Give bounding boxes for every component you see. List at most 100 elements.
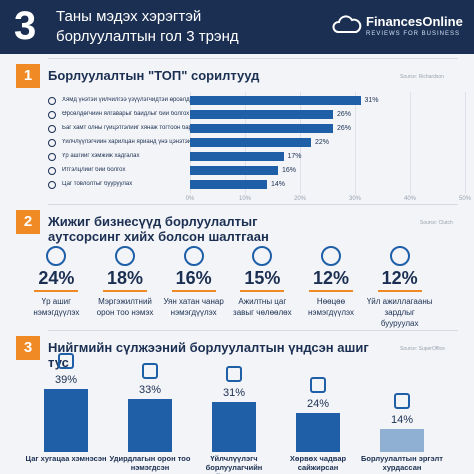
stat-underline	[377, 290, 422, 292]
section-badge: 1	[16, 64, 40, 88]
category-label: Хөрвөх чадвар сайжирсан	[289, 454, 347, 472]
bar	[190, 96, 361, 105]
section-title: Жижиг бизнесүүд борлуулалтыг аутсорсинг …	[48, 214, 269, 244]
stat-value: 16%	[175, 268, 212, 288]
stat-label: Уян хатан чанар нэмэгдүүлэх	[163, 297, 224, 317]
source: Source: SuperOffice	[400, 346, 445, 352]
category-label: Үйлчлүүлэгч борлуулагчийн гүнзгий нягт х…	[192, 454, 275, 474]
grid-line	[410, 92, 411, 194]
row-icon	[48, 139, 56, 147]
category-label: Хямд үнэтэй үйлчилгээ үзүүлэгчидтэй өрсө…	[62, 97, 190, 103]
bar	[190, 138, 311, 147]
divider	[48, 330, 458, 331]
stat-icon	[321, 246, 341, 266]
bar	[190, 180, 267, 189]
bar	[190, 152, 284, 161]
bar	[44, 388, 88, 452]
stat-label: Нөөцөө нэмэгдүүлэх	[308, 297, 354, 317]
stat-label: Мэргэжилтний орон тоо нэмэх	[96, 297, 154, 317]
stat-label: Ажилтны цаг завыг чөлөөлөх	[233, 297, 292, 317]
value-label: 33%	[138, 383, 162, 396]
value-label: 31%	[364, 97, 379, 104]
stat-icon	[183, 246, 204, 266]
row-icon	[48, 181, 56, 189]
bar	[190, 124, 333, 133]
row-icon	[48, 125, 56, 133]
x-tick-label: 10%	[238, 196, 251, 202]
header-title: борлуулалтын гол 3 трэнд	[56, 28, 239, 45]
stat-value: 24%	[38, 268, 75, 288]
value-label: 26%	[337, 125, 352, 132]
x-tick-label: 20%	[293, 196, 306, 202]
section-badge: 2	[16, 210, 40, 234]
stat-icon	[252, 246, 273, 266]
stat-underline	[34, 290, 79, 292]
stat-value: 15%	[244, 268, 281, 288]
x-tick-label: 50%	[458, 196, 471, 202]
row-icon	[48, 167, 56, 175]
stat-icon	[46, 246, 67, 266]
bar	[296, 413, 340, 452]
stat-label: Үр ашиг нэмэгдүүлэх	[33, 297, 80, 317]
row-icon	[48, 153, 56, 161]
category-label: Итгэлцлийг бий болгох	[62, 167, 126, 173]
value-label: 17%	[287, 153, 302, 160]
x-tick-label: 30%	[348, 196, 361, 202]
value-label: 39%	[54, 373, 78, 386]
bar	[190, 110, 333, 119]
header-title: Таны мэдэх хэрэгтэй	[56, 8, 202, 25]
row-icon	[48, 111, 56, 119]
value-label: 24%	[306, 398, 330, 411]
value-label: 22%	[315, 139, 330, 146]
row-icon	[48, 97, 56, 105]
value-label: 14%	[271, 181, 286, 188]
bar	[128, 398, 172, 452]
category-label: Цаг хугацаа хэмнэсэн	[25, 454, 107, 463]
stat-value: 12%	[312, 268, 350, 288]
bar	[380, 429, 424, 452]
bar-icon	[310, 377, 326, 394]
section-title: Нийгмийн сүлжээний борлуулалтын үндсэн а…	[48, 340, 369, 370]
section-badge: 3	[16, 336, 40, 360]
logo: FinancesOnline	[366, 14, 463, 29]
stat-value: 12%	[381, 268, 418, 288]
value-label: 31%	[222, 386, 246, 399]
header	[0, 0, 474, 54]
category-label: Үр ашгийг хэмжиж хадгалах	[62, 153, 140, 159]
header-number: 3	[14, 4, 37, 48]
stat-icon	[115, 246, 135, 266]
grid-line	[465, 92, 466, 194]
category-label: Борлуулалтын эргэлт хурдассан	[361, 454, 443, 472]
value-label: 26%	[337, 111, 352, 118]
bar-icon	[142, 362, 158, 379]
bar	[212, 401, 256, 452]
category-label: Баг хамт олны гүйцэтгэлийг хянаж тогтоон…	[62, 125, 190, 131]
stat-label: Үйл ажиллагааны зардлыг бууруулах	[366, 297, 433, 328]
bar-icon	[226, 365, 242, 382]
category-label: Үйлчлүүлэгчийн харилцан ярианд үнэ цэнэт…	[62, 139, 190, 145]
stat-value: 18%	[106, 268, 144, 288]
bar-icon	[394, 393, 410, 410]
bar	[190, 166, 278, 175]
logo-icon	[332, 15, 362, 33]
grid-line	[355, 92, 356, 194]
source: Source: Richardson	[400, 74, 444, 80]
stat-underline	[309, 290, 353, 292]
x-tick-label: 0%	[185, 196, 195, 202]
source: Source: Clutch	[420, 220, 453, 226]
bar-icon	[58, 352, 74, 369]
category-label: Цаг товлолтыг бууруулах	[62, 181, 133, 187]
section-title: Борлуулалтын "ТОП" сорилтууд	[48, 68, 260, 83]
value-label: 16%	[282, 167, 297, 174]
divider	[48, 204, 458, 205]
category-label: Өрсөлдөгчийн ялгаварыг байдлыг бий болго…	[62, 111, 190, 117]
category-label: Удирдлагын орон тоо нэмэгдсэн	[109, 454, 191, 472]
stat-underline	[171, 290, 216, 292]
stat-underline	[240, 290, 285, 292]
x-tick-label: 40%	[403, 196, 416, 202]
value-label: 14%	[390, 414, 414, 427]
logo-tagline: REVIEWS FOR BUSINESS	[366, 31, 461, 37]
stat-icon	[389, 246, 410, 266]
stat-underline	[103, 290, 147, 292]
